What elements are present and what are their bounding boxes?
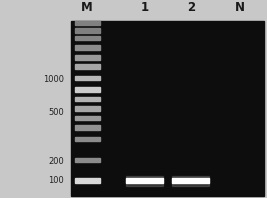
Bar — [74, 36, 100, 41]
Bar — [126, 176, 163, 180]
Bar — [74, 87, 100, 92]
Bar — [74, 76, 100, 80]
Bar — [74, 97, 100, 101]
Bar — [172, 176, 209, 180]
Bar — [74, 125, 100, 130]
Text: 200: 200 — [48, 157, 64, 166]
Text: N: N — [235, 1, 245, 14]
Text: M: M — [81, 1, 93, 14]
Text: 1000: 1000 — [43, 75, 64, 85]
Bar — [74, 106, 100, 111]
Text: 500: 500 — [48, 108, 64, 117]
Bar — [74, 137, 100, 141]
Bar — [74, 55, 100, 60]
Text: 2: 2 — [187, 1, 195, 14]
Bar — [74, 178, 100, 183]
Bar — [172, 178, 209, 183]
Text: 1: 1 — [140, 1, 148, 14]
Bar — [74, 21, 100, 25]
Bar — [74, 64, 100, 69]
Bar — [74, 45, 100, 50]
Bar — [71, 21, 264, 196]
Bar — [126, 178, 163, 183]
Bar — [126, 181, 163, 186]
Bar — [74, 28, 100, 33]
Bar — [74, 158, 100, 162]
Bar — [74, 116, 100, 120]
Bar — [172, 181, 209, 186]
Text: 100: 100 — [48, 176, 64, 185]
